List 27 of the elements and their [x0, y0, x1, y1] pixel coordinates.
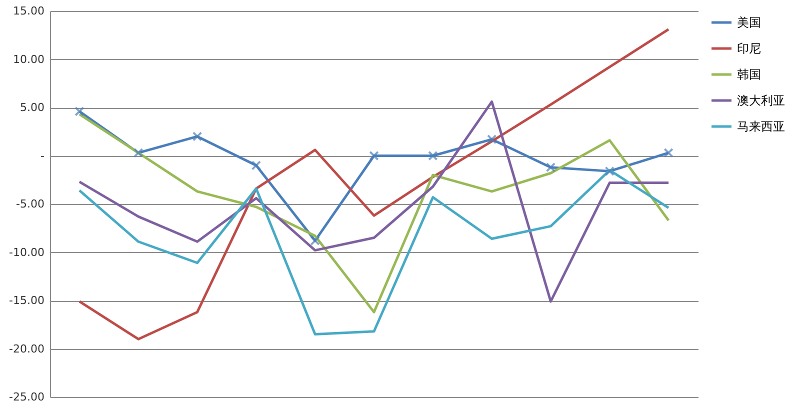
y-tick-label: -	[40, 149, 45, 162]
y-tick-label: -5.00	[16, 198, 44, 210]
y-tick-label: -20.00	[9, 342, 44, 356]
point	[664, 148, 674, 158]
legend-label: 美国	[737, 16, 761, 30]
y-tick-label: 5.00	[20, 101, 44, 114]
point	[428, 150, 438, 161]
point	[133, 148, 144, 158]
legend-label: 马来西亚	[737, 120, 785, 134]
point	[192, 132, 202, 142]
point	[546, 162, 556, 172]
point	[251, 160, 262, 170]
point	[369, 150, 379, 161]
y-tick-label: -25.00	[9, 390, 44, 404]
point	[74, 106, 84, 116]
y-tick-label: -10.00	[9, 246, 44, 259]
y-tick-label: -15.00	[9, 294, 44, 307]
legend-label: 澳大利亚	[737, 94, 785, 108]
point	[310, 236, 320, 246]
line-series	[78, 28, 670, 340]
point	[486, 134, 497, 144]
y-tick-label: 15.00	[13, 4, 44, 18]
legend-label: 印尼	[737, 42, 761, 56]
point	[604, 166, 615, 176]
legend-label: 韩国	[737, 68, 761, 82]
y-tick-label: 10.00	[13, 52, 44, 66]
line-series	[78, 168, 670, 336]
